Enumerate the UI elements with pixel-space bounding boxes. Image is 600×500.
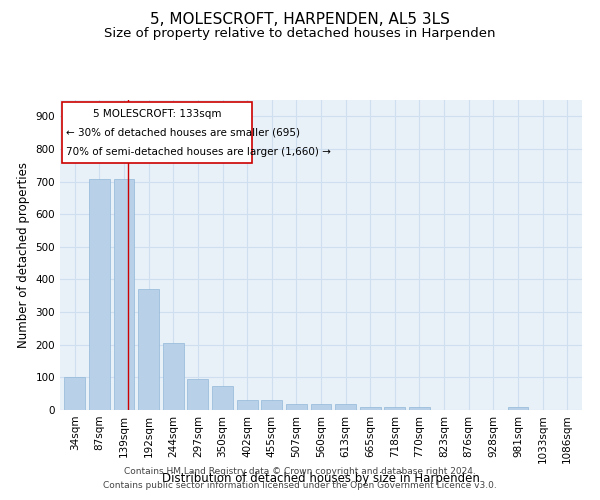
Bar: [64, 378, 85, 410]
Bar: [212, 386, 233, 410]
Bar: [187, 379, 208, 410]
Bar: [113, 180, 134, 410]
Bar: [138, 290, 159, 410]
FancyBboxPatch shape: [62, 102, 252, 162]
Bar: [89, 180, 110, 410]
Text: 5, MOLESCROFT, HARPENDEN, AL5 3LS: 5, MOLESCROFT, HARPENDEN, AL5 3LS: [150, 12, 450, 28]
Text: Size of property relative to detached houses in Harpenden: Size of property relative to detached ho…: [104, 28, 496, 40]
X-axis label: Distribution of detached houses by size in Harpenden: Distribution of detached houses by size …: [162, 472, 480, 485]
Bar: [335, 404, 356, 410]
Text: Contains public sector information licensed under the Open Government Licence v3: Contains public sector information licen…: [103, 481, 497, 490]
Text: ← 30% of detached houses are smaller (695): ← 30% of detached houses are smaller (69…: [66, 127, 300, 137]
Text: Contains HM Land Registry data © Crown copyright and database right 2024.: Contains HM Land Registry data © Crown c…: [124, 467, 476, 476]
Bar: [163, 343, 184, 410]
Bar: [236, 400, 257, 410]
Bar: [360, 408, 381, 410]
Bar: [385, 408, 406, 410]
Bar: [261, 400, 282, 410]
Text: 5 MOLESCROFT: 133sqm: 5 MOLESCROFT: 133sqm: [93, 109, 221, 119]
Bar: [286, 404, 307, 410]
Bar: [409, 408, 430, 410]
Text: 70% of semi-detached houses are larger (1,660) →: 70% of semi-detached houses are larger (…: [66, 148, 331, 158]
Bar: [311, 404, 331, 410]
Y-axis label: Number of detached properties: Number of detached properties: [17, 162, 30, 348]
Bar: [508, 408, 529, 410]
